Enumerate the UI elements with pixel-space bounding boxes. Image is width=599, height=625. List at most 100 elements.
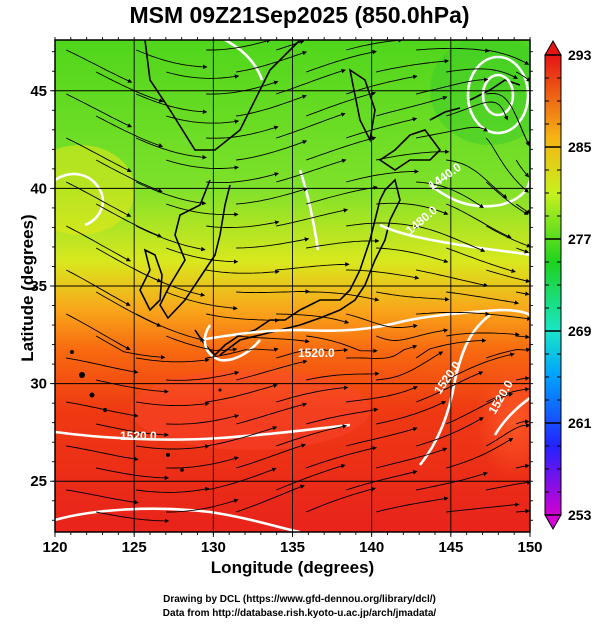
streamline: [376, 95, 448, 117]
streamline: [346, 169, 419, 183]
streamline: [516, 291, 530, 296]
streamline: [376, 496, 449, 513]
streamline: [206, 426, 278, 447]
map-plot-area: [55, 40, 530, 532]
streamline: [516, 463, 530, 469]
streamline: [306, 136, 377, 161]
islands: [70, 350, 222, 472]
streamline: [206, 172, 280, 184]
streamline: [306, 49, 377, 73]
streamline: [65, 225, 131, 262]
streamline: [446, 291, 520, 305]
streamline: [66, 445, 139, 462]
x-tick-label: 120: [42, 539, 67, 556]
colorbar-bottom-arrow: [544, 514, 562, 531]
streamline: [95, 203, 163, 238]
streamline: [416, 471, 488, 491]
streamline: [166, 115, 240, 124]
streamline: [516, 376, 530, 381]
streamline: [95, 159, 163, 193]
colorbar-top-arrow: [544, 39, 562, 56]
streamline: [136, 93, 208, 114]
streamline: [446, 101, 509, 121]
streamline: [376, 247, 449, 264]
streamline: [136, 137, 207, 160]
streamline: [276, 208, 349, 227]
credit-drawing: Drawing by DCL (https://www.gfd-dennou.o…: [163, 594, 436, 605]
streamline: [306, 446, 377, 469]
streamline: [306, 291, 380, 302]
streamline: [206, 220, 280, 228]
streamline: [276, 463, 346, 491]
streamline: [136, 444, 210, 450]
streamline: [515, 159, 530, 178]
streamline: [96, 511, 170, 524]
streamline: [446, 203, 512, 239]
coastlines: [139, 40, 521, 357]
colorbar-label: 269: [568, 323, 592, 339]
y-axis-label: Latitude (degrees): [18, 214, 37, 362]
y-tick-label: 45: [30, 83, 47, 100]
streamline: [485, 137, 529, 193]
streamline: [346, 344, 418, 359]
streamline: [306, 91, 377, 117]
streamline: [136, 401, 210, 407]
wind-streamlines: [65, 40, 530, 524]
streamline: [446, 68, 518, 79]
streamline: [346, 313, 418, 329]
streamline: [306, 407, 379, 425]
streamline: [306, 335, 378, 354]
streamline: [65, 269, 131, 306]
streamline: [516, 508, 530, 514]
streamline: [95, 115, 164, 148]
streamline: [166, 370, 240, 381]
streamline: [96, 423, 169, 438]
streamline: [376, 202, 449, 216]
streamline: [416, 269, 489, 288]
streamline: [346, 40, 403, 51]
streamline: [136, 181, 207, 206]
streamline: [166, 414, 240, 425]
streamline: [95, 335, 166, 360]
streamline: [276, 424, 348, 447]
x-tick-label: 125: [122, 539, 147, 556]
streamline: [416, 371, 484, 403]
y-tick-label: 35: [30, 278, 47, 295]
streamline: [276, 158, 347, 183]
map-title: MSM 09Z21Sep2025 (850.0hPa): [129, 2, 470, 28]
streamline: [206, 40, 271, 51]
y-tick-label: 40: [30, 180, 47, 197]
streamline: [346, 117, 418, 139]
streamline: [66, 49, 133, 83]
streamline: [446, 332, 520, 337]
streamline: [236, 402, 308, 425]
streamline: [236, 335, 310, 344]
lat-lon-grid: [50, 37, 533, 537]
height-contours: [55, 40, 530, 532]
streamline: [166, 335, 238, 352]
streamline: [376, 58, 450, 73]
streamline: [346, 470, 418, 491]
streamline: [446, 159, 508, 199]
streamline: [486, 347, 530, 359]
colorbar-label: 253: [568, 507, 592, 523]
streamline: [135, 225, 206, 252]
streamline: [445, 352, 515, 381]
streamline: [376, 149, 450, 161]
streamline: [276, 262, 350, 271]
streamline: [236, 140, 308, 161]
colorbar: 293 285 277 269 261 253: [544, 39, 592, 531]
streamline: [96, 379, 169, 394]
streamline: [485, 181, 529, 215]
streamline: [66, 357, 139, 375]
streamline: [376, 328, 449, 341]
streamline: [65, 313, 131, 350]
streamline: [346, 269, 420, 280]
streamline: [446, 247, 516, 273]
colorbar-label: 293: [568, 47, 592, 63]
streamline: [66, 489, 139, 505]
contour-label: 1520.0: [120, 429, 157, 443]
streamline: [65, 181, 132, 217]
